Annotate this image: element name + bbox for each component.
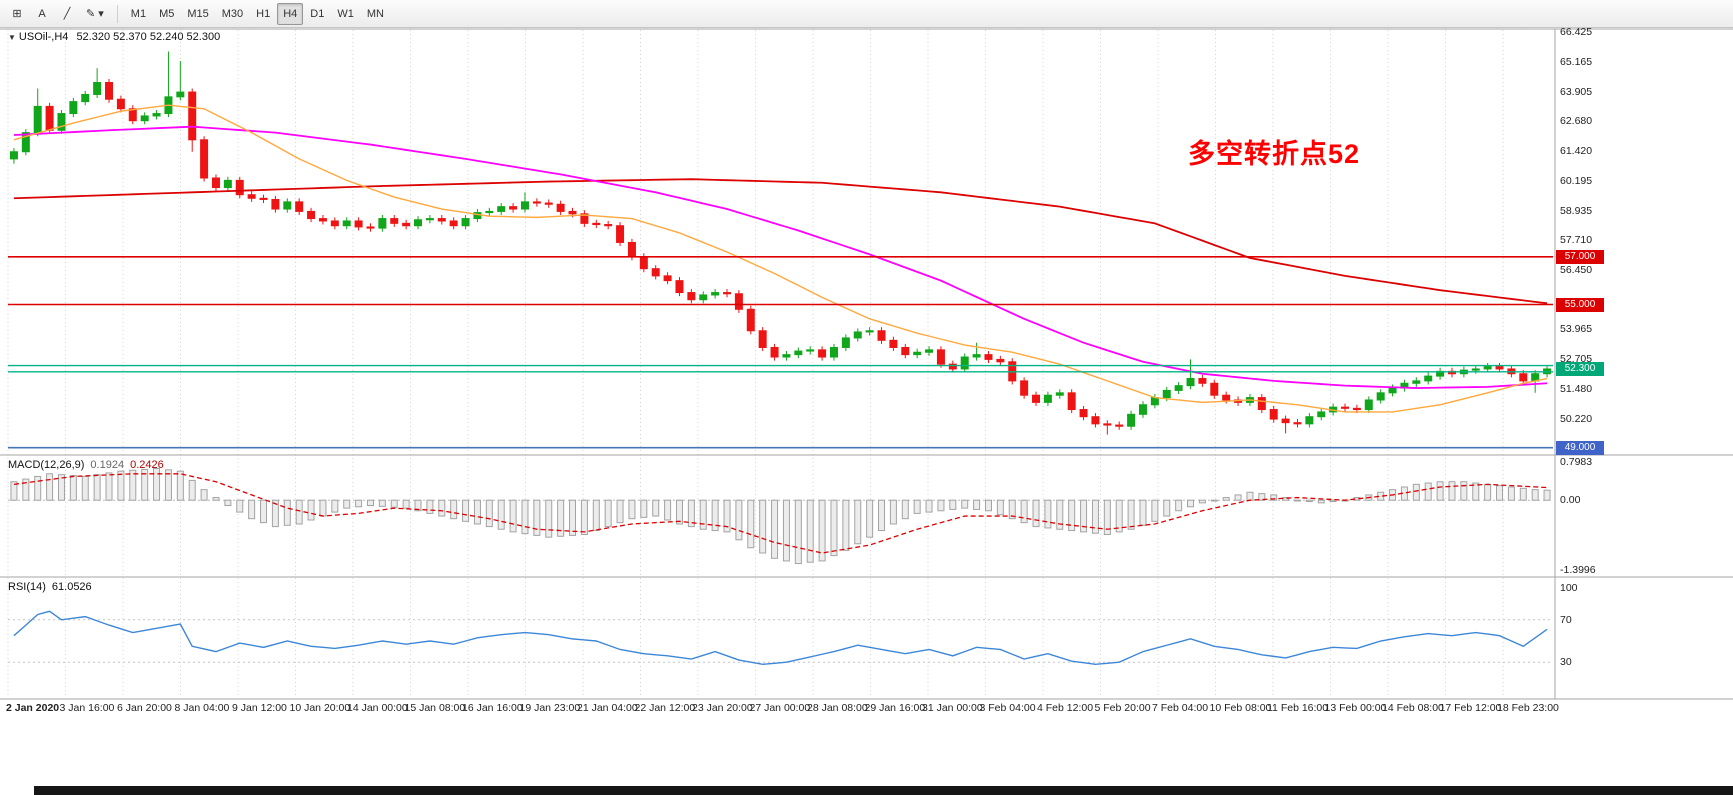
timeframe-h4-button[interactable]: H4 xyxy=(277,2,304,25)
price-scale-label: 58.935 xyxy=(1560,204,1593,217)
timeframe-m15-button[interactable]: M15 xyxy=(181,3,214,25)
timeframe-m5-button[interactable]: M5 xyxy=(153,3,180,25)
grid-lines xyxy=(7,30,1504,698)
ma-fast-orange-line xyxy=(13,104,1548,413)
ohlc-readout: 52.320 52.370 52.240 52.300 xyxy=(76,31,221,43)
time-axis-label: 9 Jan 12:00 xyxy=(232,702,287,714)
time-axis-label: 28 Jan 08:00 xyxy=(807,702,868,714)
macd-histogram xyxy=(10,468,1551,565)
macd-label: MACD(12,26,9) 0.1924 0.2426 xyxy=(8,459,164,471)
price-scale-label: 60.195 xyxy=(1560,174,1593,187)
bottom-strip-bar xyxy=(34,786,1733,795)
time-axis-label: 11 Feb 16:00 xyxy=(1267,702,1329,714)
timeframe-h1-button[interactable]: H1 xyxy=(250,3,276,25)
macd-scale-label: 0.00 xyxy=(1560,494,1581,507)
time-axis-label: 6 Jan 20:00 xyxy=(117,702,172,714)
timeframe-d1-button[interactable]: D1 xyxy=(304,3,330,25)
time-axis-label: 7 Feb 04:00 xyxy=(1152,702,1209,714)
macd-scale-label: 0.7983 xyxy=(1560,456,1593,469)
crosshair-button[interactable]: ⊞ xyxy=(5,3,29,25)
price-scale-label: 62.680 xyxy=(1560,115,1593,128)
macd-signal-line xyxy=(13,473,1548,554)
time-axis-label: 16 Jan 16:00 xyxy=(462,702,523,714)
current-price-badge: 52.300 xyxy=(1556,361,1604,376)
timeframe-m30-button[interactable]: M30 xyxy=(216,3,249,25)
symbol-dropdown-icon[interactable]: ▼ xyxy=(8,33,16,42)
symbol-timeframe-label: USOil-,H4 xyxy=(18,31,69,43)
timeframe-mn-button[interactable]: MN xyxy=(361,3,390,25)
ma-slow-red-line xyxy=(13,178,1548,305)
time-axis-label: 14 Jan 00:00 xyxy=(347,702,408,714)
price-scale-label: 56.450 xyxy=(1560,263,1593,276)
macd-scale-label: -1.3996 xyxy=(1560,564,1596,577)
time-axis-label: 29 Jan 16:00 xyxy=(864,702,926,714)
bottom-strip xyxy=(0,786,1733,795)
draw-tools-button[interactable]: ✎ ▾ xyxy=(80,3,110,25)
chart-title: ▼ USOil-,H4 52.320 52.370 52.240 52.300 xyxy=(8,31,220,43)
price-badge-55.000: 55.000 xyxy=(1556,297,1604,312)
time-axis-label: 4 Feb 12:00 xyxy=(1037,702,1094,714)
rsi-scale-label: 70 xyxy=(1560,613,1572,626)
chart-annotation-text: 多空转折点52 xyxy=(1188,139,1361,169)
timeframe-m1-button[interactable]: M1 xyxy=(125,3,152,25)
ma-medium-magenta-line xyxy=(13,125,1548,389)
chart-overlay: ▼ USOil-,H4 52.320 52.370 52.240 52.300 多空… xyxy=(0,25,1733,716)
chart-toolbar: ⊞ A ╱ ✎ ▾ M1 M5 M15 M30 H1 H4 D1 W1 MN xyxy=(0,0,1733,28)
rsi-line xyxy=(13,610,1548,666)
rsi-scale-label: 100 xyxy=(1560,582,1578,594)
time-axis-label: 18 Feb 23:00 xyxy=(1497,702,1559,714)
rsi-label: RSI(14) 61.0526 xyxy=(8,581,92,593)
time-axis-label: 13 Feb 00:00 xyxy=(1324,702,1387,714)
text-tool-button[interactable]: A xyxy=(30,3,54,25)
chart-canvas[interactable] xyxy=(0,28,1733,716)
time-axis-label: 10 Feb 08:00 xyxy=(1209,702,1272,714)
time-axis-label: 22 Jan 12:00 xyxy=(634,702,696,714)
toolbar-separator xyxy=(116,4,118,23)
drawing-tools-group: ⊞ A ╱ ✎ ▾ xyxy=(5,3,110,25)
time-axis-label: 21 Jan 04:00 xyxy=(577,702,638,714)
timeframe-group: M1 M5 M15 M30 H1 H4 D1 W1 MN xyxy=(125,2,390,25)
price-scale-label: 53.965 xyxy=(1560,323,1593,336)
time-axis-label: 10 Jan 20:00 xyxy=(289,702,351,714)
price-scale-label: 61.420 xyxy=(1560,145,1593,158)
time-axis-label: 8 Jan 04:00 xyxy=(174,702,230,714)
time-axis-label: 14 Feb 08:00 xyxy=(1382,702,1444,714)
price-scale-label: 50.220 xyxy=(1560,412,1593,425)
time-axis-label: 27 Jan 00:00 xyxy=(749,702,811,714)
price-scale-label: 63.905 xyxy=(1560,85,1593,98)
price-scale-label: 51.480 xyxy=(1560,382,1593,395)
trendline-tool-button[interactable]: ╱ xyxy=(55,3,79,25)
price-badge-49.000: 49.000 xyxy=(1556,440,1604,455)
timeframe-w1-button[interactable]: W1 xyxy=(331,3,360,25)
chart-window[interactable]: ▼ USOil-,H4 52.320 52.370 52.240 52.300 多空… xyxy=(0,25,1733,716)
rsi-scale-label: 30 xyxy=(1560,656,1572,669)
price-scale-label: 65.165 xyxy=(1560,55,1593,68)
time-axis-label: 19 Jan 23:00 xyxy=(519,702,581,714)
time-axis-label: 31 Jan 00:00 xyxy=(922,702,983,714)
time-axis-label: 2 Jan 2020 xyxy=(6,702,60,714)
bottom-strip-gap xyxy=(0,786,34,795)
time-axis-label: 17 Feb 12:00 xyxy=(1439,702,1502,714)
time-axis-label: 23 Jan 20:00 xyxy=(692,702,753,714)
price-scale-label: 57.710 xyxy=(1560,233,1593,246)
time-axis-label: 5 Feb 20:00 xyxy=(1094,702,1151,714)
time-axis-label: 15 Jan 08:00 xyxy=(404,702,466,714)
time-axis-label: 3 Feb 04:00 xyxy=(979,702,1036,714)
price-badge-57.000: 57.000 xyxy=(1556,249,1604,264)
price-scale-label: 66.425 xyxy=(1560,25,1593,38)
time-axis-label: 3 Jan 16:00 xyxy=(59,702,115,714)
